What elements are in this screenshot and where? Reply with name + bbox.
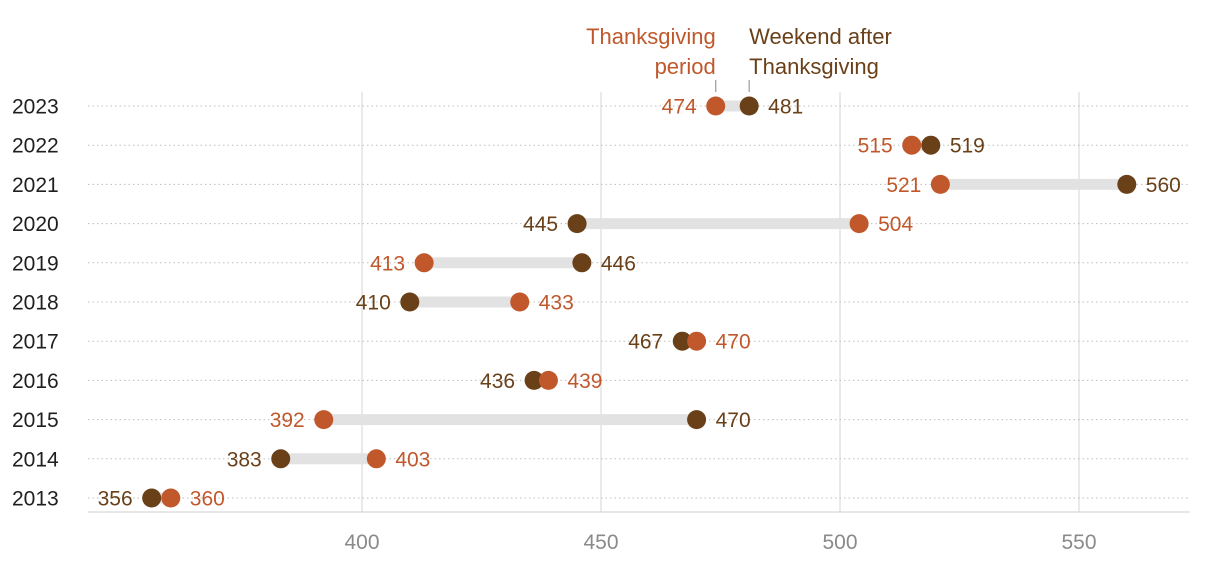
legend-label-weekend-after-line-1: Weekend after	[749, 24, 892, 49]
year-label-2020: 2020	[12, 213, 59, 236]
value-label-thanksgiving-2020: 504	[878, 213, 913, 236]
year-label-2022: 2022	[12, 135, 59, 158]
dot-thanksgiving-2020	[849, 214, 869, 234]
x-tick-label-500: 500	[822, 531, 857, 554]
legend: Thanksgiving period Weekend after Thanksgiv…	[586, 24, 892, 92]
value-label-thanksgiving-2018: 433	[539, 292, 574, 315]
dot-weekend-after-2023	[739, 96, 759, 116]
year-label-2015: 2015	[12, 409, 59, 432]
value-label-thanksgiving-2014: 403	[395, 448, 430, 471]
value-label-weekend-after-2018: 410	[356, 292, 391, 315]
year-label-2014: 2014	[12, 448, 59, 471]
value-label-weekend-after-2016: 436	[480, 370, 515, 393]
year-label-2021: 2021	[12, 174, 59, 197]
year-label-2013: 2013	[12, 488, 59, 511]
dot-thanksgiving-2023	[706, 96, 726, 116]
dot-weekend-after-2018	[400, 292, 420, 312]
dot-thanksgiving-2019	[414, 253, 434, 273]
value-label-thanksgiving-2015: 392	[270, 409, 305, 432]
value-label-thanksgiving-2019: 413	[370, 252, 405, 275]
year-label-2017: 2017	[12, 331, 59, 354]
dot-thanksgiving-2018	[510, 292, 530, 312]
dot-weekend-after-2021	[1117, 174, 1137, 194]
x-tick-label-400: 400	[344, 531, 379, 554]
dot-thanksgiving-2014	[366, 449, 386, 469]
dot-thanksgiving-2015	[314, 410, 334, 430]
value-label-weekend-after-2013: 356	[98, 488, 133, 511]
row-layer: 2023 474 481 2022 515 519 2021 521 560 2020 445 504…	[12, 96, 1190, 511]
dot-weekend-after-2020	[567, 214, 587, 234]
value-label-weekend-after-2020: 445	[523, 213, 558, 236]
dot-weekend-after-2013	[142, 488, 162, 508]
value-label-thanksgiving-2016: 439	[567, 370, 602, 393]
dot-thanksgiving-2017	[687, 331, 707, 351]
grid-layer: 400 450 500 550	[88, 92, 1190, 554]
dot-weekend-after-2019	[572, 253, 592, 273]
value-label-weekend-after-2014: 383	[227, 448, 262, 471]
dot-thanksgiving-2013	[161, 488, 181, 508]
dot-thanksgiving-2022	[902, 135, 922, 155]
dot-weekend-after-2016	[524, 370, 544, 390]
value-label-weekend-after-2021: 560	[1146, 174, 1181, 197]
dot-weekend-after-2015	[687, 410, 707, 430]
dot-weekend-after-2017	[672, 331, 692, 351]
year-label-2023: 2023	[12, 96, 59, 119]
value-label-weekend-after-2022: 519	[950, 135, 985, 158]
value-label-thanksgiving-2021: 521	[886, 174, 921, 197]
year-label-2016: 2016	[12, 370, 59, 393]
value-label-thanksgiving-2017: 470	[716, 331, 751, 354]
value-label-weekend-after-2019: 446	[601, 252, 636, 275]
value-label-thanksgiving-2013: 360	[190, 488, 225, 511]
x-tick-label-550: 550	[1061, 531, 1096, 554]
dot-weekend-after-2022	[921, 135, 941, 155]
legend-label-thanksgiving-line-2: period	[655, 54, 716, 79]
dot-weekend-after-2014	[271, 449, 291, 469]
legend-label-thanksgiving-line-1: Thanksgiving	[586, 24, 716, 49]
year-label-2019: 2019	[12, 252, 59, 275]
value-label-weekend-after-2015: 470	[716, 409, 751, 432]
value-label-thanksgiving-2022: 515	[858, 135, 893, 158]
value-label-weekend-after-2017: 467	[628, 331, 663, 354]
year-label-2018: 2018	[12, 292, 59, 315]
dot-thanksgiving-2016	[538, 370, 558, 390]
x-tick-label-450: 450	[583, 531, 618, 554]
value-label-thanksgiving-2023: 474	[662, 96, 697, 119]
dot-thanksgiving-2021	[930, 174, 950, 194]
value-label-weekend-after-2023: 481	[768, 96, 803, 119]
legend-label-weekend-after-line-2: Thanksgiving	[749, 54, 879, 79]
